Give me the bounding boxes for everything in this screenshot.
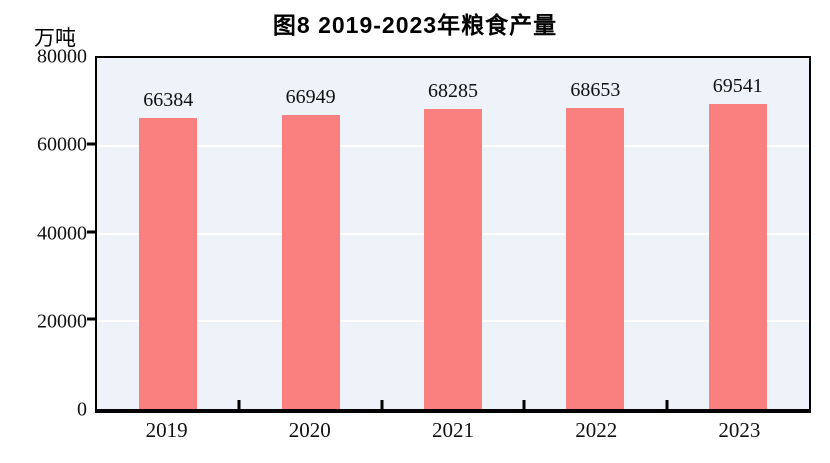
y-tick-label: 60000 [37,133,87,156]
bar-value-label: 68653 [570,78,621,101]
y-tick-label: 0 [77,398,87,421]
bar-value-label: 69541 [712,74,763,97]
x-tick-label: 2021 [432,418,474,442]
y-axis-unit-label: 万吨 [34,26,76,50]
chart-title: 图8 2019-2023年粮食产量 [272,12,558,38]
bar-2020: 66949 [281,86,340,409]
bar-2023: 69541 [708,75,767,409]
x-axis-tick [380,400,384,409]
x-axis-tick [522,400,526,409]
y-tick-label: 80000 [37,45,87,68]
bar-2019: 66384 [139,89,198,409]
y-axis-tick [87,142,97,146]
x-axis-tick-labels: 2019 2020 2021 2022 2023 [95,418,811,448]
x-tick-label: 2020 [288,418,331,442]
bar-value-label: 66949 [285,86,336,109]
bar-2022: 68653 [566,79,625,409]
y-axis-tick [87,230,97,233]
x-axis-tick [665,400,669,409]
y-axis-tick [87,317,97,321]
x-tick-label: 2019 [145,418,188,442]
y-tick-label: 40000 [37,222,87,244]
bar-2021: 68285 [424,80,482,409]
y-tick-label: 20000 [37,310,87,333]
bar-value-label: 68285 [428,80,478,103]
x-tick-label: 2022 [575,418,618,442]
bar-value-label: 66384 [143,88,194,111]
y-axis-tick-labels: 0 20000 40000 60000 80000 [0,46,87,421]
plot-area: 66384 66949 68285 68653 69541 [87,56,811,413]
x-axis-tick [237,400,241,409]
x-tick-label: 2023 [718,418,761,442]
